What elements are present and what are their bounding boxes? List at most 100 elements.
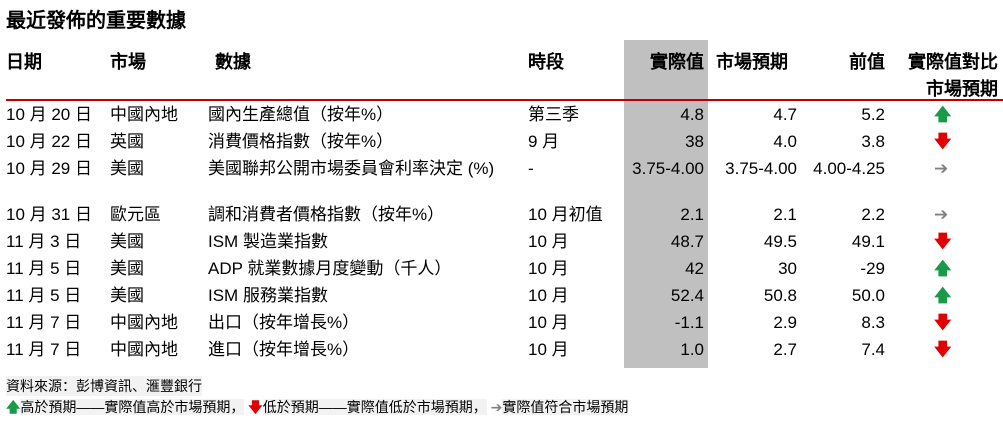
cell-date: 11 月 7 日	[6, 340, 82, 359]
header-date: 日期	[6, 52, 42, 72]
cell-previous: 7.4	[861, 340, 885, 359]
arrow-up-icon: 🡅	[934, 286, 952, 305]
cell-expected: 49.5	[763, 232, 797, 251]
header-rule	[6, 99, 1003, 101]
cell-actual: 2.1	[680, 205, 704, 224]
cell-period: 第三季	[528, 105, 579, 124]
cell-previous: 3.8	[861, 132, 885, 151]
legend-down: 低於預期——實際值低於市場預期，	[262, 399, 487, 415]
cell-market: 美國	[110, 286, 144, 305]
cell-period: 9 月	[528, 132, 560, 151]
cell-date: 10 月 22 日	[6, 132, 92, 151]
arrow-down-icon: 🡇	[248, 399, 263, 415]
cell-period: -	[528, 159, 534, 178]
header-period: 時段	[528, 52, 564, 72]
cell-market: 美國	[110, 259, 144, 278]
header-expected: 市場預期	[716, 52, 788, 72]
legend: 🡅高於預期——實際值高於市場預期， 🡇低於預期——實際值低於市場預期， ➔實際值…	[6, 397, 629, 421]
table-row: 11 月 7 日 中國內地 出口（按年增長%） 10 月 -1.1 2.9 8.3 🡇	[0, 310, 1003, 337]
cell-data: 調和消費者價格指數（按年%）	[208, 205, 445, 224]
header-compare: 實際值對比	[908, 52, 998, 72]
arrow-up-icon: 🡅	[934, 105, 952, 124]
cell-actual: 48.7	[670, 232, 704, 251]
arrow-flat-icon: ➔	[934, 205, 949, 224]
table-body: 10 月 20 日中國內地 國內生產總值（按年%） 第三季 4.8 4.7 5.2 🡅 10 …	[0, 102, 1003, 364]
cell-date: 10 月 20 日	[6, 105, 92, 124]
table-row: 11 月 3 日 美國 ISM 製造業指數 10 月 48.7 49.5 49.1 🡇	[0, 229, 1003, 256]
cell-expected: 50.8	[763, 286, 797, 305]
arrow-down-icon: 🡇	[934, 132, 952, 151]
actual-column-highlight	[624, 40, 708, 368]
cell-actual: 1.0	[680, 340, 704, 359]
cell-previous: 5.2	[861, 105, 885, 124]
cell-period: 10 月	[528, 286, 569, 305]
arrow-down-icon: 🡇	[934, 232, 952, 251]
cell-period: 10 月	[528, 340, 569, 359]
header-market: 市場	[110, 52, 146, 72]
cell-actual: 38	[685, 132, 704, 151]
cell-market: 英國	[110, 132, 144, 151]
cell-expected: 3.75-4.00	[725, 159, 797, 178]
arrow-up-icon: 🡅	[934, 259, 952, 278]
arrow-down-icon: 🡇	[934, 340, 952, 359]
cell-expected: 4.0	[773, 132, 797, 151]
cell-previous: 50.0	[851, 286, 885, 305]
cell-expected: 4.7	[773, 105, 797, 124]
table-row: 11 月 7 日 中國內地 進口（按年增長%） 10 月 1.0 2.7 7.4 🡇	[0, 337, 1003, 364]
cell-actual: -1.1	[674, 313, 704, 332]
header-compare-2: 市場預期	[926, 79, 998, 99]
cell-actual: 4.8	[680, 105, 704, 124]
cell-data: 消費價格指數（按年%）	[208, 132, 394, 151]
table-row: 10 月 31 日歐元區 調和消費者價格指數（按年%） 10 月初值 2.1 2.1 2.…	[0, 202, 1003, 229]
table-row: 11 月 5 日 美國 ADP 就業數據月度變動（千人） 10 月 42 30 -29 🡅	[0, 256, 1003, 283]
cell-period: 10 月	[528, 313, 569, 332]
cell-previous: -29	[860, 259, 885, 278]
cell-data: ADP 就業數據月度變動（千人）	[208, 259, 452, 278]
legend-up: 高於預期——實際值高於市場預期，	[20, 399, 245, 415]
arrow-flat-icon: ➔	[934, 159, 949, 178]
cell-data: 進口（按年增長%）	[208, 340, 360, 359]
cell-previous: 2.2	[861, 205, 885, 224]
table-row: 10 月 29 日美國 美國聯邦公開市場委員會利率決定 (%) - 3.75-4.00…	[0, 156, 1003, 202]
cell-period: 10 月初值	[528, 205, 603, 224]
cell-market: 中國內地	[110, 105, 178, 124]
cell-expected: 2.1	[773, 205, 797, 224]
cell-actual: 52.4	[670, 286, 704, 305]
cell-previous: 8.3	[861, 313, 885, 332]
cell-market: 美國	[110, 159, 144, 178]
cell-date: 11 月 5 日	[6, 286, 82, 305]
arrow-down-icon: 🡇	[934, 313, 952, 332]
arrow-up-icon: 🡅	[6, 399, 21, 415]
cell-actual: 42	[685, 259, 704, 278]
cell-data: ISM 製造業指數	[208, 232, 328, 251]
table-header: 日期 市場 數據 時段 實際值 市場預期 前值 實際值對比 市場預期	[0, 48, 1003, 99]
cell-date: 10 月 29 日	[6, 159, 92, 178]
cell-previous: 49.1	[851, 232, 885, 251]
table-row: 11 月 5 日 美國 ISM 服務業指數 10 月 52.4 50.8 50.0 🡅	[0, 283, 1003, 310]
cell-data: ISM 服務業指數	[208, 286, 328, 305]
header-previous: 前值	[849, 52, 885, 72]
cell-data: 美國聯邦公開市場委員會利率決定 (%)	[208, 159, 495, 178]
cell-expected: 2.9	[773, 313, 797, 332]
cell-market: 美國	[110, 232, 144, 251]
cell-date: 11 月 7 日	[6, 313, 82, 332]
cell-data: 國內生產總值（按年%）	[208, 105, 394, 124]
page-title: 最近發佈的重要數據	[6, 10, 186, 32]
source-note: 資料來源：彭博資訊、滙豐銀行	[6, 376, 202, 396]
table-row: 10 月 20 日中國內地 國內生產總值（按年%） 第三季 4.8 4.7 5.2 🡅	[0, 102, 1003, 129]
cell-expected: 2.7	[773, 340, 797, 359]
header-actual: 實際值	[650, 52, 704, 72]
cell-market: 中國內地	[110, 313, 178, 332]
cell-expected: 30	[778, 259, 797, 278]
cell-market: 中國內地	[110, 340, 178, 359]
cell-date: 11 月 3 日	[6, 232, 82, 251]
legend-flat: 實際值符合市場預期	[502, 399, 629, 415]
table-row: 10 月 22 日英國 消費價格指數（按年%） 9 月 38 4.0 3.8 🡇	[0, 129, 1003, 156]
arrow-right-icon: ➔	[490, 399, 503, 415]
cell-market: 歐元區	[110, 205, 161, 224]
cell-period: 10 月	[528, 259, 569, 278]
cell-period: 10 月	[528, 232, 569, 251]
header-data: 數據	[215, 52, 251, 72]
cell-date: 11 月 5 日	[6, 259, 82, 278]
cell-data: 出口（按年增長%）	[208, 313, 360, 332]
